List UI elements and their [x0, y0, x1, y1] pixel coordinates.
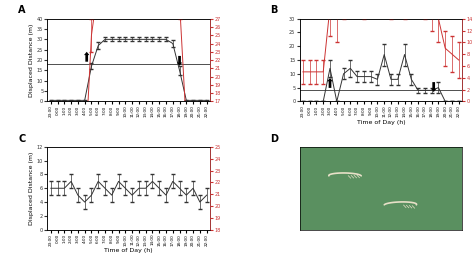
Text: A: A: [18, 5, 26, 15]
FancyArrow shape: [84, 52, 90, 62]
FancyArrow shape: [327, 78, 333, 88]
FancyArrow shape: [431, 82, 437, 92]
FancyArrow shape: [177, 56, 182, 66]
Y-axis label: Displaced Distance (m): Displaced Distance (m): [29, 23, 34, 97]
Text: C: C: [18, 134, 26, 144]
Y-axis label: Displaced Distance (m): Displaced Distance (m): [29, 152, 34, 225]
X-axis label: Time of Day (h): Time of Day (h): [356, 120, 405, 125]
Text: B: B: [270, 5, 278, 15]
X-axis label: Time of Day (h): Time of Day (h): [104, 248, 153, 253]
Text: D: D: [270, 134, 278, 144]
